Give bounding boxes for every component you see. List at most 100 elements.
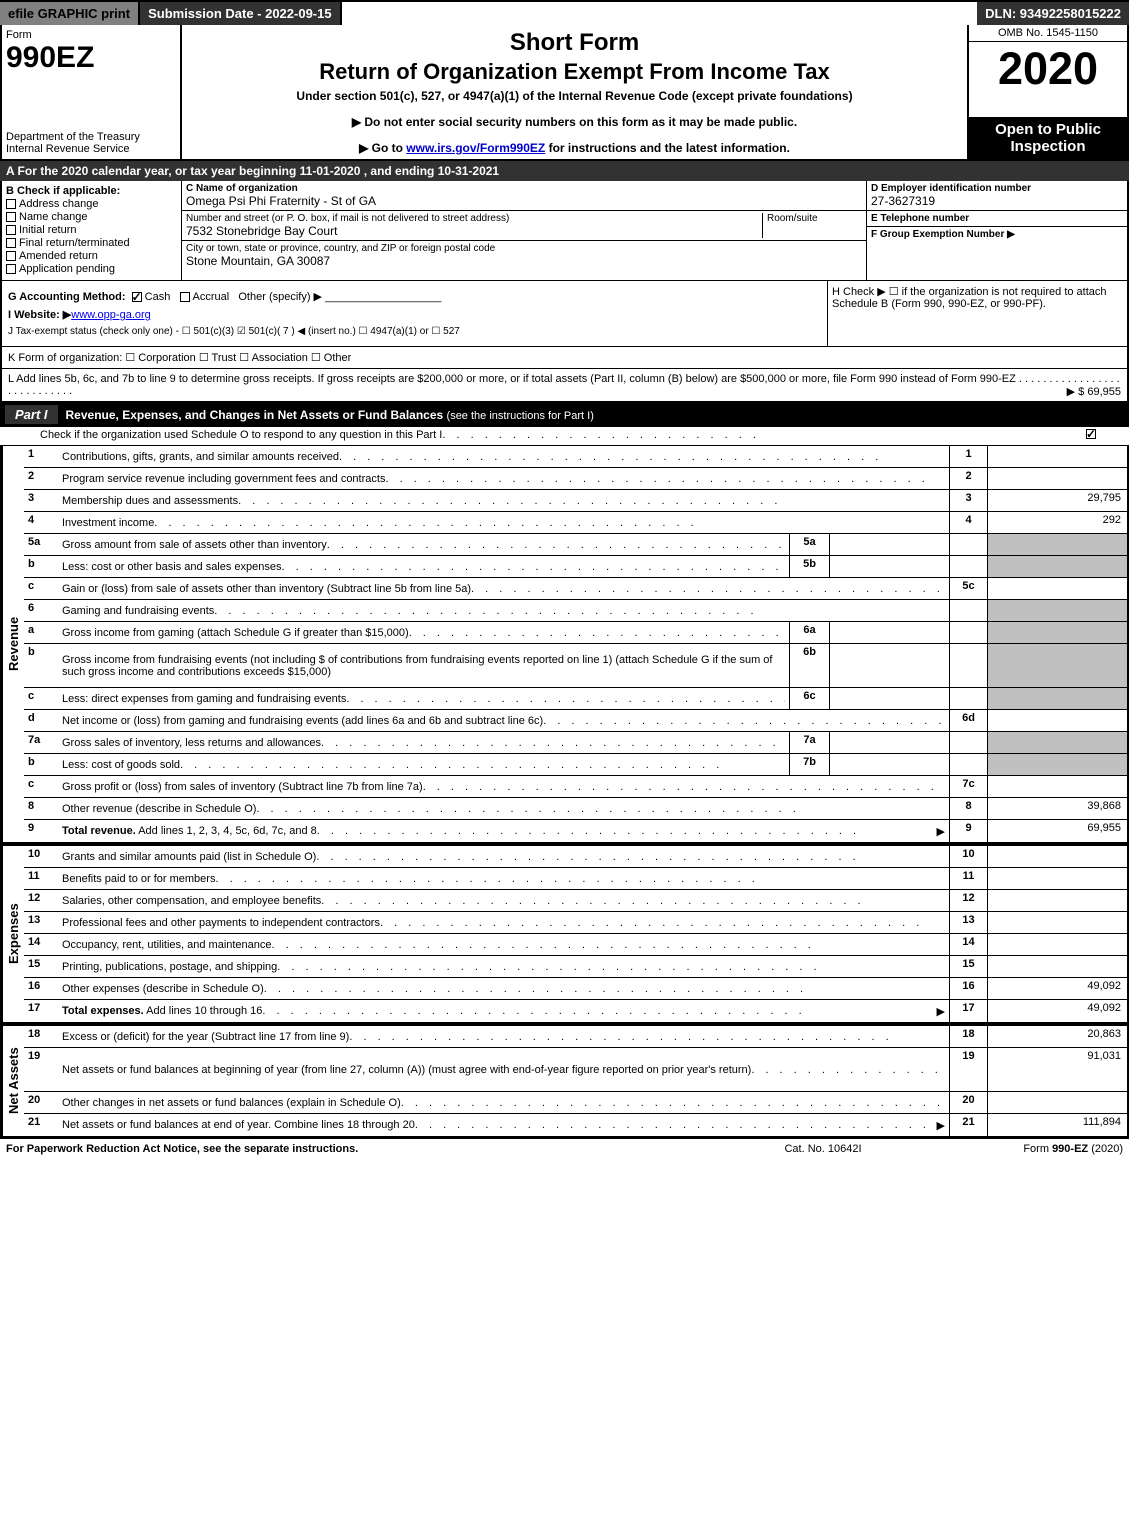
table-row: 1Contributions, gifts, grants, and simil…	[24, 446, 1127, 468]
line-number: c	[24, 578, 58, 599]
table-row: cGross profit or (loss) from sales of in…	[24, 776, 1127, 798]
line-number: a	[24, 622, 58, 643]
amount-value	[987, 556, 1127, 577]
line-number: 18	[24, 1026, 58, 1047]
section-i: I Website: ▶www.opp-ga.org	[8, 308, 821, 321]
ein-value: 27-3627319	[871, 194, 1123, 208]
section-k: K Form of organization: ☐ Corporation ☐ …	[2, 347, 1127, 369]
table-row: bGross income from fundraising events (n…	[24, 644, 1127, 688]
result-line-number	[949, 688, 987, 709]
line-description: Gross amount from sale of assets other t…	[58, 534, 789, 555]
omb-number: OMB No. 1545-1150	[969, 25, 1127, 42]
line-number: c	[24, 688, 58, 709]
sub-line-value	[829, 556, 949, 577]
line-number: 6	[24, 600, 58, 621]
line-number: d	[24, 710, 58, 731]
section-b: B Check if applicable: Address change Na…	[2, 181, 182, 280]
cb-name-change[interactable]: Name change	[6, 211, 177, 223]
line-number: 8	[24, 798, 58, 819]
cb-address-change[interactable]: Address change	[6, 198, 177, 210]
result-line-number	[949, 644, 987, 687]
result-line-number: 1	[949, 446, 987, 467]
instructions-link-line: ▶ Go to www.irs.gov/Form990EZ for instru…	[190, 141, 959, 155]
table-row: 6Gaming and fundraising events . . . . .…	[24, 600, 1127, 622]
expenses-side-label: Expenses	[2, 846, 24, 1022]
form-id-block: Form 990EZ Department of the Treasury In…	[2, 25, 182, 159]
cb-cash[interactable]	[132, 292, 142, 302]
org-name-label: C Name of organization	[186, 183, 862, 194]
table-row: 15Printing, publications, postage, and s…	[24, 956, 1127, 978]
table-row: 9Total revenue. Add lines 1, 2, 3, 4, 5c…	[24, 820, 1127, 842]
table-row: 19Net assets or fund balances at beginni…	[24, 1048, 1127, 1092]
table-row: 16Other expenses (describe in Schedule O…	[24, 978, 1127, 1000]
section-l: L Add lines 5b, 6c, and 7b to line 9 to …	[2, 369, 1127, 402]
org-name-row: C Name of organization Omega Psi Phi Fra…	[182, 181, 866, 211]
line-number: 21	[24, 1114, 58, 1136]
part-i-tab: Part I	[5, 405, 58, 424]
website-link[interactable]: www.opp-ga.org	[71, 309, 151, 321]
amount-value	[987, 600, 1127, 621]
sub-line-value	[829, 622, 949, 643]
line-number: 16	[24, 978, 58, 999]
cb-initial-return[interactable]: Initial return	[6, 224, 177, 236]
ssn-warning: ▶ Do not enter social security numbers o…	[190, 115, 959, 129]
line-number: 13	[24, 912, 58, 933]
section-c: C Name of organization Omega Psi Phi Fra…	[182, 181, 867, 280]
result-line-number: 20	[949, 1092, 987, 1113]
amount-value	[987, 754, 1127, 775]
result-line-number: 9	[949, 820, 987, 842]
table-row: bLess: cost or other basis and sales exp…	[24, 556, 1127, 578]
line-description: Net assets or fund balances at end of ye…	[58, 1114, 949, 1136]
table-row: 18Excess or (deficit) for the year (Subt…	[24, 1026, 1127, 1048]
org-address-row: Number and street (or P. O. box, if mail…	[182, 211, 866, 241]
paperwork-notice: For Paperwork Reduction Act Notice, see …	[6, 1143, 723, 1155]
cb-final-return[interactable]: Final return/terminated	[6, 237, 177, 249]
arrow-icon: ▶	[937, 1005, 945, 1018]
result-line-number: 16	[949, 978, 987, 999]
line-number: 15	[24, 956, 58, 977]
amount-value: 91,031	[987, 1048, 1127, 1091]
amount-value	[987, 912, 1127, 933]
result-line-number	[949, 556, 987, 577]
expenses-section: Expenses 10Grants and similar amounts pa…	[0, 844, 1129, 1024]
amount-value: 69,955	[987, 820, 1127, 842]
irs-instructions-link[interactable]: www.irs.gov/Form990EZ	[406, 141, 545, 155]
section-d: D Employer identification number 27-3627…	[867, 181, 1127, 211]
arrow-icon: ▶	[937, 825, 945, 838]
amount-value: 111,894	[987, 1114, 1127, 1136]
section-ghij: G Accounting Method: Cash Accrual Other …	[0, 281, 1129, 347]
amount-value: 292	[987, 512, 1127, 533]
header-bar: efile GRAPHIC print Submission Date - 20…	[0, 0, 1129, 25]
line-number: 12	[24, 890, 58, 911]
line-number: 2	[24, 468, 58, 489]
form-subtitle: Under section 501(c), 527, or 4947(a)(1)…	[190, 89, 959, 103]
amount-value	[987, 688, 1127, 709]
sub-line-label: 5b	[789, 556, 829, 577]
result-line-number	[949, 534, 987, 555]
cb-application-pending[interactable]: Application pending	[6, 263, 177, 275]
cb-accrual[interactable]	[180, 292, 190, 302]
cb-schedule-o-part-i[interactable]	[1086, 429, 1096, 439]
line-description: Professional fees and other payments to …	[58, 912, 949, 933]
table-row: cLess: direct expenses from gaming and f…	[24, 688, 1127, 710]
org-city-row: City or town, state or province, country…	[182, 241, 866, 270]
amount-value: 49,092	[987, 978, 1127, 999]
amount-value	[987, 578, 1127, 599]
amount-value: 29,795	[987, 490, 1127, 511]
table-row: 13Professional fees and other payments t…	[24, 912, 1127, 934]
efile-print-button[interactable]: efile GRAPHIC print	[0, 2, 140, 25]
cb-amended-return[interactable]: Amended return	[6, 250, 177, 262]
table-row: 2Program service revenue including gover…	[24, 468, 1127, 490]
line-description: Total expenses. Add lines 10 through 16 …	[58, 1000, 949, 1022]
submission-date-button[interactable]: Submission Date - 2022-09-15	[140, 2, 342, 25]
result-line-number: 2	[949, 468, 987, 489]
result-line-number: 4	[949, 512, 987, 533]
line-description: Gain or (loss) from sale of assets other…	[58, 578, 949, 599]
result-line-number	[949, 754, 987, 775]
line-number: b	[24, 644, 58, 687]
line-description: Other expenses (describe in Schedule O) …	[58, 978, 949, 999]
result-line-number: 17	[949, 1000, 987, 1022]
line-description: Less: cost of goods sold . . . . . . . .…	[58, 754, 789, 775]
room-label: Room/suite	[767, 213, 862, 224]
result-line-number: 15	[949, 956, 987, 977]
